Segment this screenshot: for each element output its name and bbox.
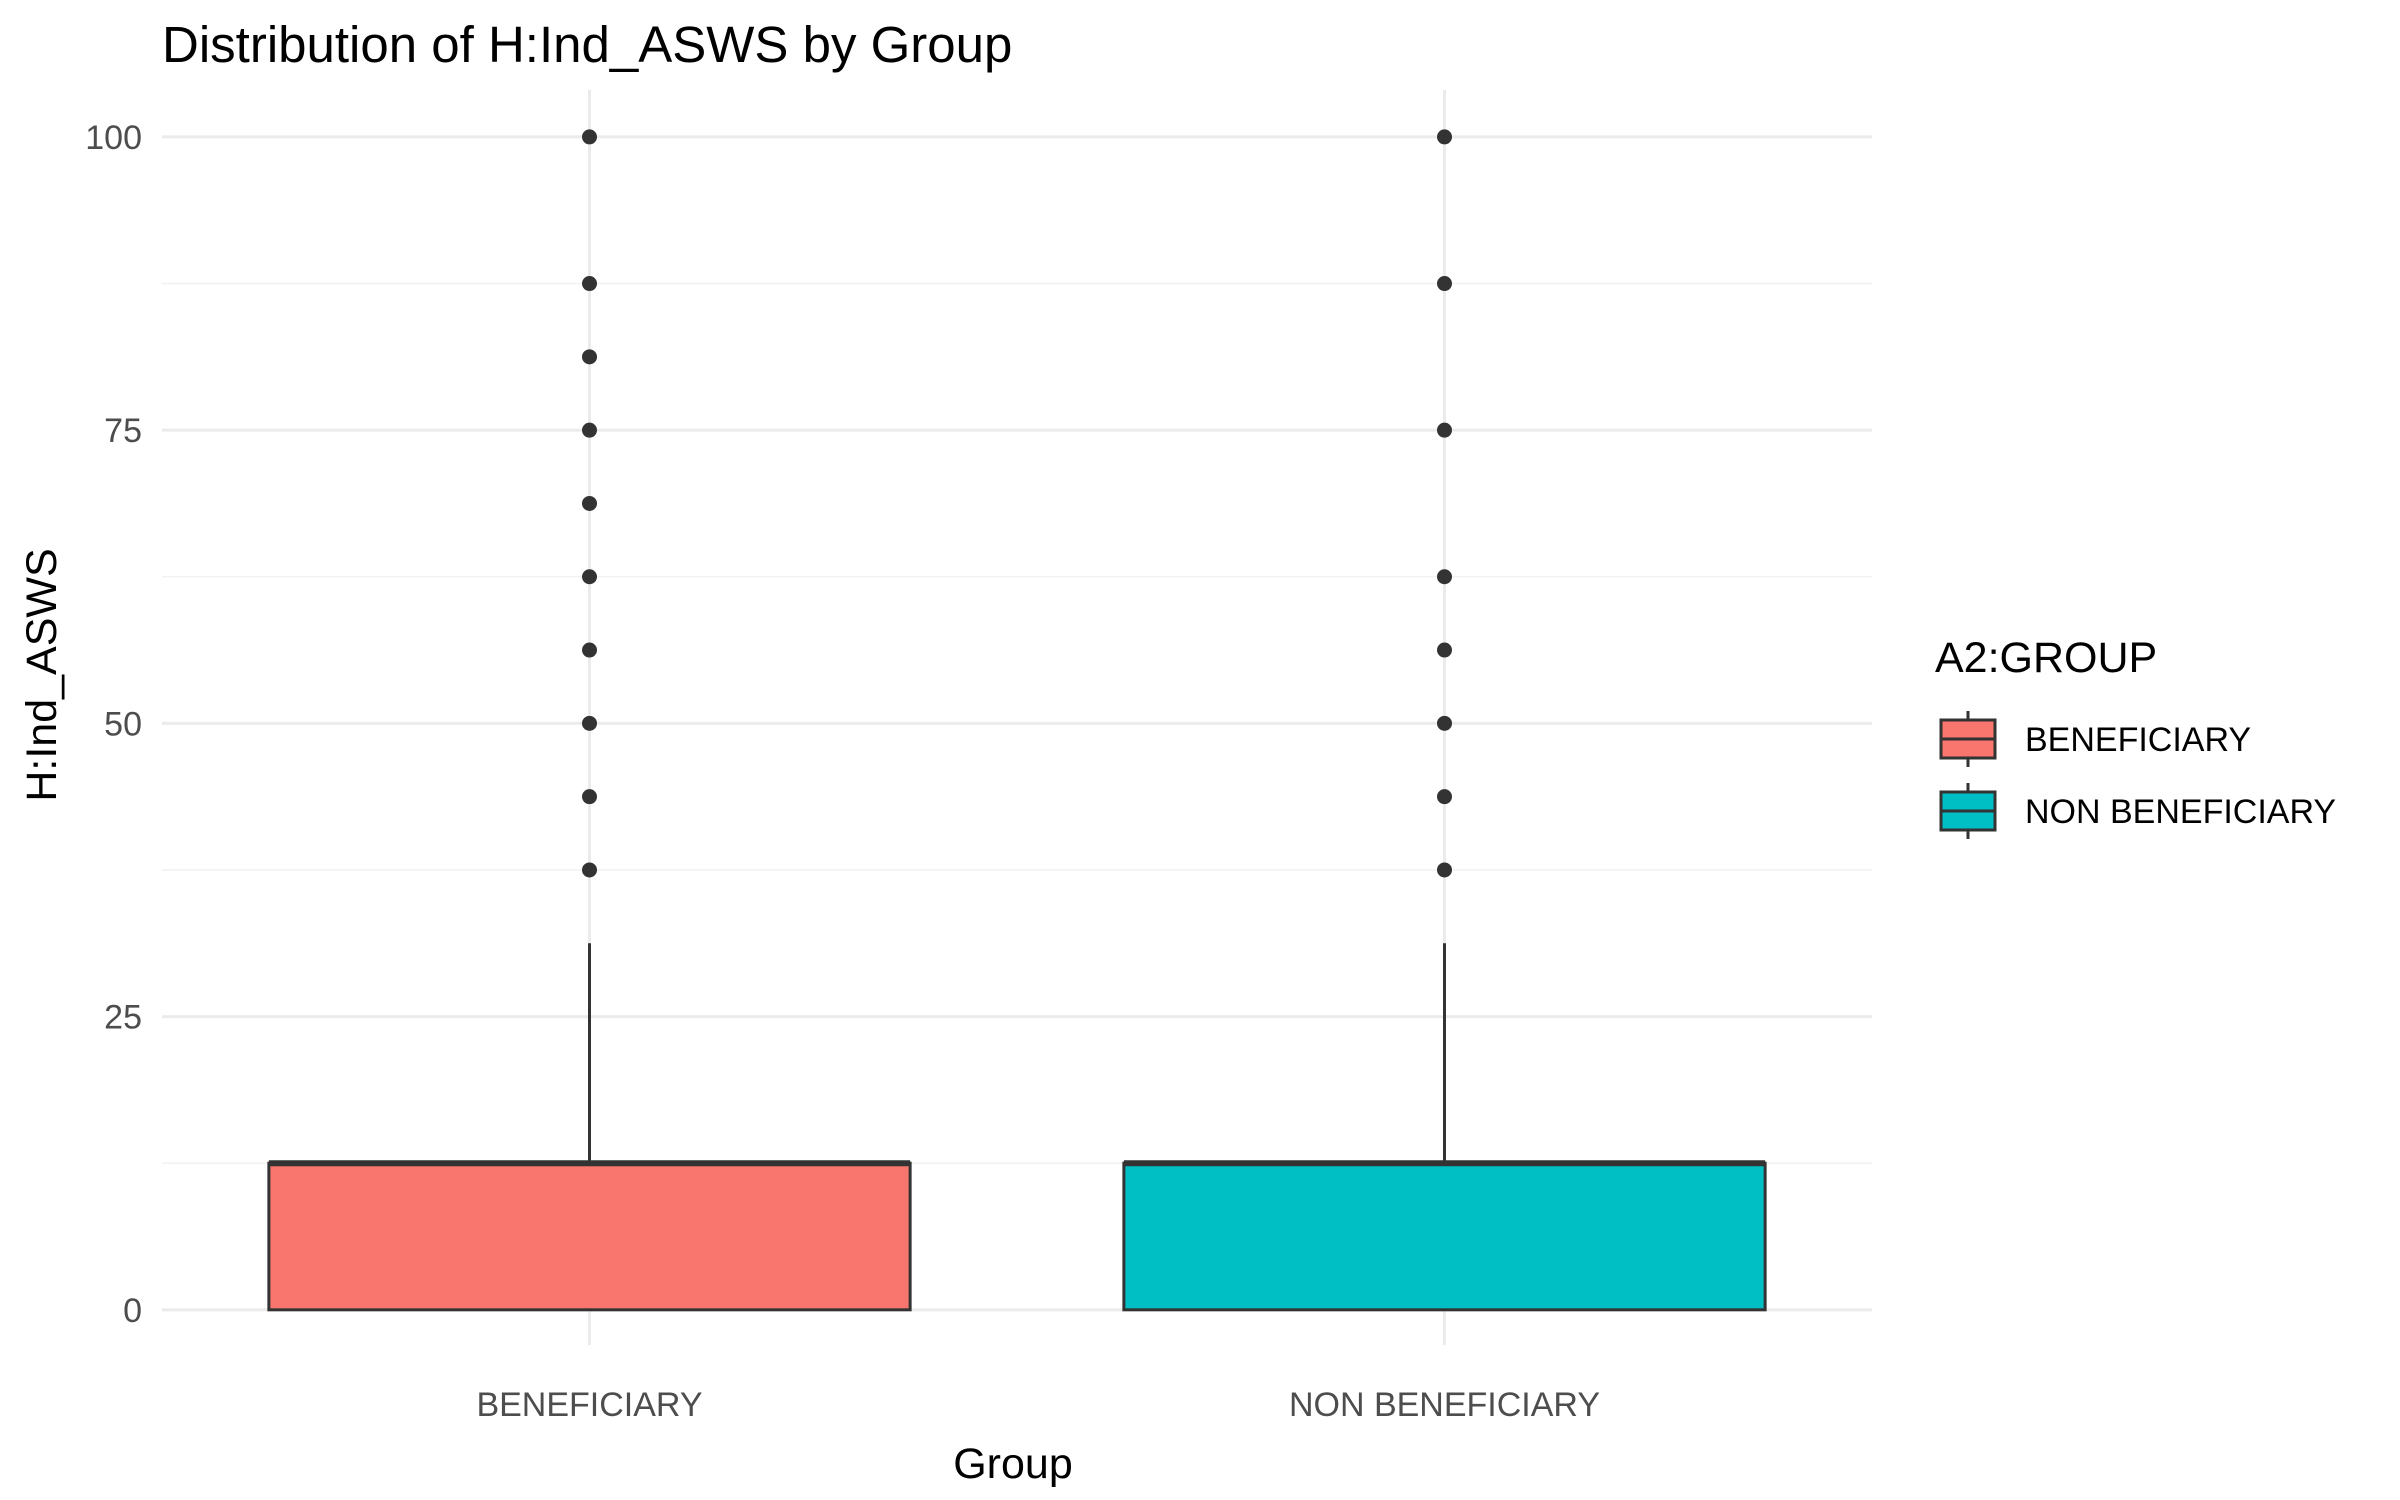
y-tick-label: 25 [104,999,142,1037]
outlier-point [582,715,597,731]
y-tick-label: 100 [85,119,142,157]
outlier-point [1437,642,1452,658]
outlier-point [582,642,597,658]
x-tick-label: NON BENEFICIARY [1289,1386,1600,1424]
chart-title: Distribution of H:Ind_ASWS by Group [162,16,1012,73]
outlier-point [1437,276,1452,292]
box-body [267,1161,912,1312]
box-group [267,129,912,1312]
y-axis-title: H:Ind_ASWS [18,548,66,801]
outlier-point [582,276,597,292]
legend-title: A2:GROUP [1935,634,2157,682]
outlier-point [1437,422,1452,438]
outlier-point [582,569,597,585]
legend-label: NON BENEFICIARY [2025,793,2336,831]
legend-item: NON BENEFICIARY [1939,783,2336,839]
outlier-point [582,495,597,511]
y-tick-label: 75 [104,412,142,450]
x-axis-title: Group [953,1440,1073,1488]
outlier-point [1437,569,1452,585]
outlier-point [582,422,597,438]
box-layer [267,129,1767,1312]
legend-item: BENEFICIARY [1939,711,2251,767]
outlier-point [582,862,597,878]
y-tick-label: 50 [104,705,142,743]
box-group [1122,129,1767,1312]
box-body [1122,1161,1767,1312]
outlier-point [582,129,597,145]
outlier-point [1437,862,1452,878]
outlier-point [582,349,597,365]
legend-keys: BENEFICIARY NON BENEFICIARY [1939,711,2336,839]
x-tick-label: BENEFICIARY [476,1386,702,1424]
legend: A2:GROUP BENEFICIARY NON BENEFICIARY [1935,634,2336,839]
outlier-point [1437,129,1452,145]
grid-lines [162,90,1872,1345]
legend-label: BENEFICIARY [2025,721,2251,759]
y-tick-label: 0 [123,1292,142,1330]
outlier-point [1437,789,1452,805]
outlier-point [1437,715,1452,731]
axis-labels: 0 25 50 75 100 BENEFICIARY NON BENEFICIARY [85,119,1600,1424]
outlier-point [582,789,597,805]
